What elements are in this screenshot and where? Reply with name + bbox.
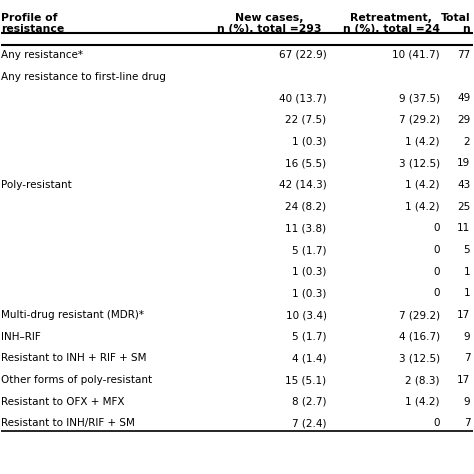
Text: 9 (37.5): 9 (37.5)	[399, 93, 439, 103]
Text: Resistant to OFX + MFX: Resistant to OFX + MFX	[1, 397, 125, 407]
Text: 15 (5.1): 15 (5.1)	[285, 375, 327, 385]
Text: 11: 11	[457, 223, 470, 233]
Text: 40 (13.7): 40 (13.7)	[279, 93, 327, 103]
Text: 43: 43	[457, 180, 470, 190]
Text: 7 (29.2): 7 (29.2)	[399, 310, 439, 320]
Text: 17: 17	[457, 310, 470, 320]
Text: 0: 0	[433, 288, 439, 298]
Text: 1 (0.3): 1 (0.3)	[292, 267, 327, 277]
Text: Any resistance to first-line drug: Any resistance to first-line drug	[1, 72, 166, 82]
Text: 10 (3.4): 10 (3.4)	[285, 310, 327, 320]
Text: Resistant to INH/RIF + SM: Resistant to INH/RIF + SM	[1, 419, 135, 428]
Text: 25: 25	[457, 201, 470, 212]
Text: 3 (12.5): 3 (12.5)	[399, 158, 439, 168]
Text: 11 (3.8): 11 (3.8)	[285, 223, 327, 233]
Text: 24 (8.2): 24 (8.2)	[285, 201, 327, 212]
Text: 0: 0	[433, 223, 439, 233]
Text: 19: 19	[457, 158, 470, 168]
Text: INH–RIF: INH–RIF	[1, 332, 41, 342]
Text: 29: 29	[457, 115, 470, 125]
Text: 1: 1	[464, 267, 470, 277]
Text: 0: 0	[433, 245, 439, 255]
Text: 1: 1	[464, 288, 470, 298]
Text: New cases,: New cases,	[235, 13, 303, 23]
Text: 7: 7	[464, 419, 470, 428]
Text: 1 (0.3): 1 (0.3)	[292, 137, 327, 146]
Text: 9: 9	[464, 397, 470, 407]
Text: 2 (8.3): 2 (8.3)	[405, 375, 439, 385]
Text: 1 (4.2): 1 (4.2)	[405, 397, 439, 407]
Text: 67 (22.9): 67 (22.9)	[279, 50, 327, 60]
Text: 0: 0	[433, 419, 439, 428]
Text: 7 (29.2): 7 (29.2)	[399, 115, 439, 125]
Text: 49: 49	[457, 93, 470, 103]
Text: 7: 7	[464, 354, 470, 364]
Text: Multi-drug resistant (MDR)*: Multi-drug resistant (MDR)*	[1, 310, 145, 320]
Text: 7 (2.4): 7 (2.4)	[292, 419, 327, 428]
Text: 1 (4.2): 1 (4.2)	[405, 180, 439, 190]
Text: n (%), total =24: n (%), total =24	[343, 24, 440, 34]
Text: 5 (1.7): 5 (1.7)	[292, 245, 327, 255]
Text: 77: 77	[457, 50, 470, 60]
Text: 1 (4.2): 1 (4.2)	[405, 201, 439, 212]
Text: 4 (16.7): 4 (16.7)	[399, 332, 439, 342]
Text: 1 (0.3): 1 (0.3)	[292, 288, 327, 298]
Text: n: n	[463, 24, 470, 34]
Text: 5: 5	[464, 245, 470, 255]
Text: 16 (5.5): 16 (5.5)	[285, 158, 327, 168]
Text: Any resistance*: Any resistance*	[1, 50, 83, 60]
Text: 42 (14.3): 42 (14.3)	[279, 180, 327, 190]
Text: Other forms of poly-resistant: Other forms of poly-resistant	[1, 375, 153, 385]
Text: 1 (4.2): 1 (4.2)	[405, 137, 439, 146]
Text: 10 (41.7): 10 (41.7)	[392, 50, 439, 60]
Text: 17: 17	[457, 375, 470, 385]
Text: 3 (12.5): 3 (12.5)	[399, 354, 439, 364]
Text: 22 (7.5): 22 (7.5)	[285, 115, 327, 125]
Text: 5 (1.7): 5 (1.7)	[292, 332, 327, 342]
Text: Total: Total	[441, 13, 470, 23]
Text: Poly-resistant: Poly-resistant	[1, 180, 72, 190]
Text: resistance: resistance	[1, 24, 64, 34]
Text: 2: 2	[464, 137, 470, 146]
Text: 0: 0	[433, 267, 439, 277]
Text: 8 (2.7): 8 (2.7)	[292, 397, 327, 407]
Text: 9: 9	[464, 332, 470, 342]
Text: Profile of: Profile of	[1, 13, 58, 23]
Text: 4 (1.4): 4 (1.4)	[292, 354, 327, 364]
Text: Retreatment,: Retreatment,	[350, 13, 432, 23]
Text: Resistant to INH + RIF + SM: Resistant to INH + RIF + SM	[1, 354, 147, 364]
Text: n (%), total =293: n (%), total =293	[217, 24, 321, 34]
